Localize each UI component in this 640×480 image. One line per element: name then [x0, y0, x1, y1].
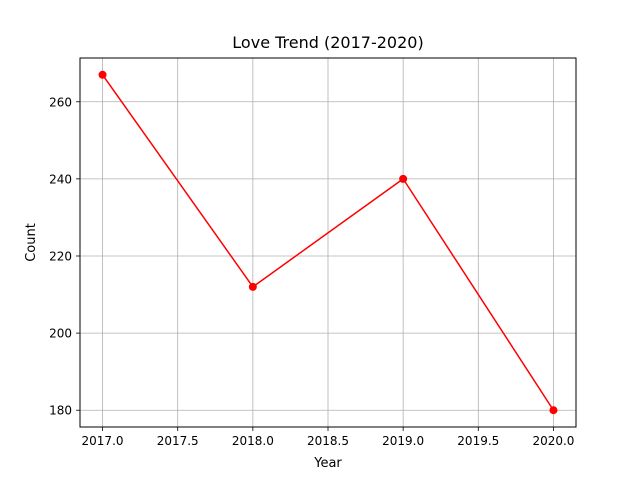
chart-title: Love Trend (2017-2020): [232, 33, 423, 52]
data-point: [399, 174, 408, 183]
series: [98, 70, 558, 415]
x-tick-label: 2019.0: [382, 434, 424, 448]
y-axis-label: Count: [24, 223, 39, 262]
y-tick-label: 240: [49, 172, 72, 186]
x-axis-label: Year: [313, 456, 342, 471]
x-tick-label: 2018.5: [307, 434, 349, 448]
data-point: [549, 406, 558, 415]
y-tick-label: 220: [49, 249, 72, 263]
x-tick-label: 2017.0: [82, 434, 124, 448]
x-axis-ticks: 2017.0 2017.5 2018.0 2018.5 2019.0 2019.5 2020…: [82, 427, 574, 448]
data-point: [98, 70, 107, 79]
data-point: [248, 282, 257, 291]
y-axis-ticks: 180 200 220 240 260: [49, 95, 80, 418]
y-tick-label: 200: [49, 327, 72, 341]
x-tick-label: 2018.0: [232, 434, 274, 448]
y-tick-label: 260: [49, 95, 72, 109]
x-tick-label: 2019.5: [457, 434, 499, 448]
x-tick-label: 2020.0: [532, 434, 574, 448]
grid: [80, 58, 576, 427]
series-line: [101, 74, 555, 411]
y-tick-label: 180: [49, 404, 72, 418]
x-tick-label: 2017.5: [157, 434, 199, 448]
